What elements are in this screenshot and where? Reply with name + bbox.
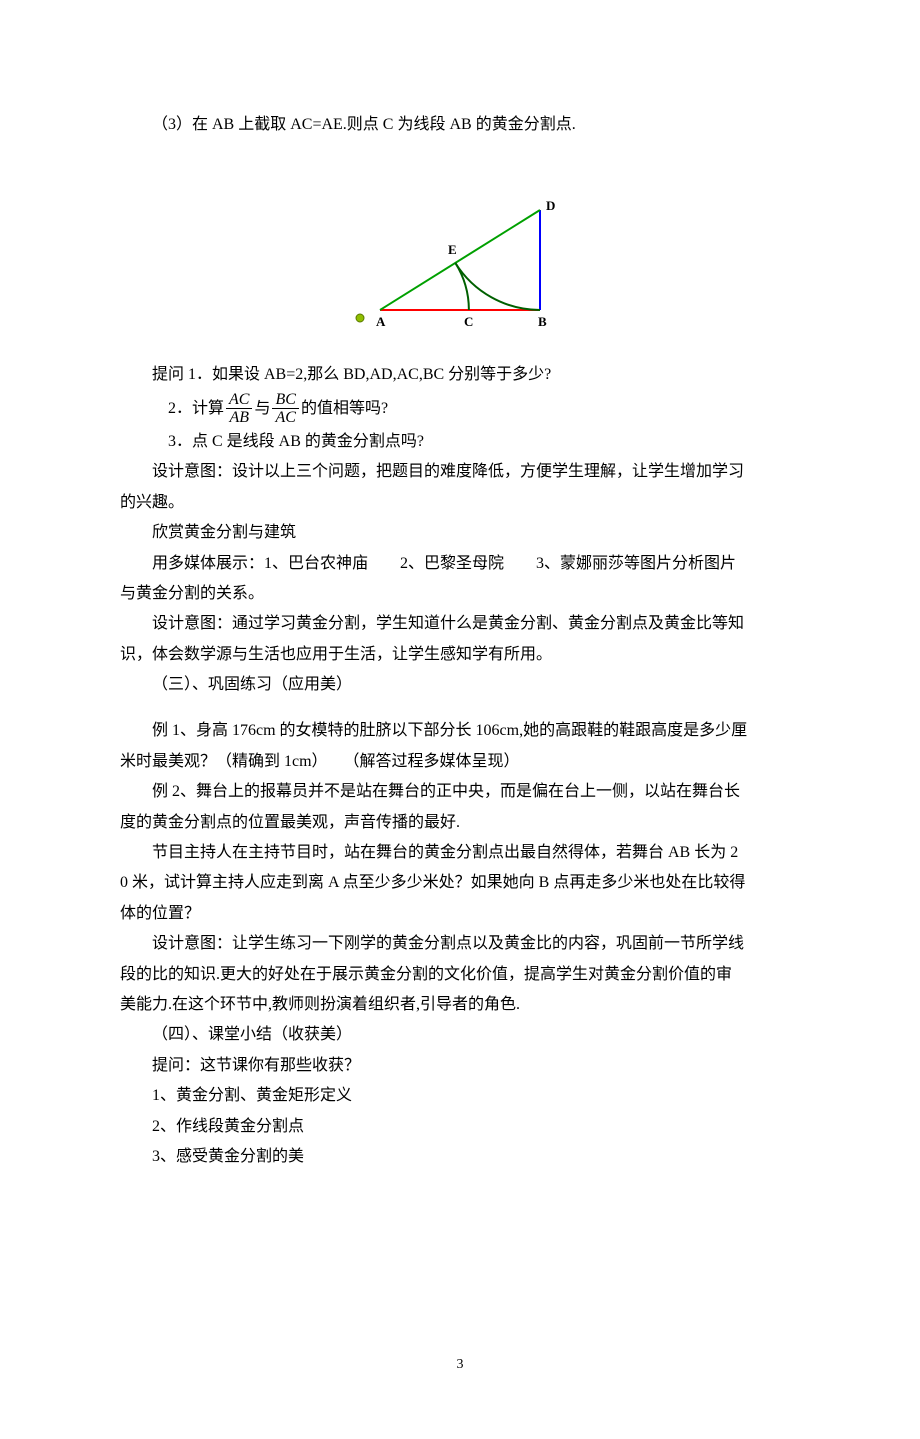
media-line1: 用多媒体展示：1、巴台农神庙 2、巴黎圣母院 3、蒙娜丽莎等图片分析图片 (120, 549, 800, 579)
q2-prefix: 2．计算 (168, 394, 224, 424)
example-2-line1: 例 2、舞台上的报幕员并不是站在舞台的正中央，而是偏在台上一侧，以站在舞台长 (120, 777, 800, 807)
marker-dot (356, 314, 364, 322)
q2-suffix: 的值相等吗? (301, 394, 388, 424)
example-1-line1: 例 1、身高 176cm 的女模特的肚脐以下部分长 106cm,她的高跟鞋的鞋跟… (120, 716, 800, 746)
label-e: E (448, 242, 457, 257)
golden-section-figure: A B C D E (350, 180, 570, 330)
design-intent-3-line2: 段的比的知识.更大的好处在于展示黄金分割的文化价值，提高学生对黄金分割价值的审 (120, 960, 800, 990)
frac2-numerator: BC (272, 391, 298, 410)
document-page: （3）在 AB 上截取 AC=AE.则点 C 为线段 AB 的黄金分割点. A … (0, 0, 920, 1439)
summary-item-1: 1、黄金分割、黄金矩形定义 (120, 1081, 800, 1111)
label-d: D (546, 198, 555, 213)
example-2-line2: 度的黄金分割点的位置最美观，声音传播的最好. (120, 808, 800, 838)
label-c: C (464, 314, 473, 329)
segment-ad (380, 210, 540, 310)
arc-ec (455, 263, 469, 310)
frac2-denominator: AC (272, 409, 298, 427)
label-b: B (538, 314, 547, 329)
fraction-ac-ab: AC AB (226, 391, 252, 427)
example-1-line2: 米时最美观？（精确到 1cm） （解答过程多媒体呈现） (120, 747, 800, 777)
frac1-numerator: AC (226, 391, 252, 410)
summary-item-2: 2、作线段黄金分割点 (120, 1112, 800, 1142)
example-2-line3: 节目主持人在主持节目时，站在舞台的黄金分割点出最自然得体，若舞台 AB 长为 2 (120, 838, 800, 868)
media-line2: 与黄金分割的关系。 (120, 579, 800, 609)
design-intent-3-line1: 设计意图：让学生练习一下刚学的黄金分割点以及黄金比的内容，巩固前一节所学线 (120, 929, 800, 959)
appreciate-heading: 欣赏黄金分割与建筑 (120, 518, 800, 548)
section-4-heading: （四）、课堂小结（收获美） (120, 1020, 800, 1050)
example-2-line5: 体的位置？ (120, 899, 800, 929)
fraction-bc-ac: BC AC (272, 391, 298, 427)
step-3-text: （3）在 AB 上截取 AC=AE.则点 C 为线段 AB 的黄金分割点. (120, 110, 800, 140)
q2-mid: 与 (254, 394, 270, 424)
design-intent-1-line1: 设计意图：设计以上三个问题，把题目的难度降低，方便学生理解，让学生增加学习 (120, 457, 800, 487)
question-3: 3．点 C 是线段 AB 的黄金分割点吗? (120, 427, 800, 457)
design-intent-2-line1: 设计意图：通过学习黄金分割，学生知道什么是黄金分割、黄金分割点及黄金比等知 (120, 609, 800, 639)
summary-item-3: 3、感受黄金分割的美 (120, 1142, 800, 1172)
summary-question: 提问：这节课你有那些收获？ (120, 1051, 800, 1081)
section-3-heading: （三）、巩固练习（应用美） (120, 670, 800, 700)
label-a: A (376, 314, 386, 329)
design-intent-3-line3: 美能力.在这个环节中,教师则扮演着组织者,引导者的角色. (120, 990, 800, 1020)
question-2: 2．计算 AC AB 与 BC AC 的值相等吗? (120, 391, 800, 427)
question-1: 提问 1．如果设 AB=2,那么 BD,AD,AC,BC 分别等于多少? (120, 360, 800, 390)
frac1-denominator: AB (226, 409, 252, 427)
figure-container: A B C D E (120, 180, 800, 330)
design-intent-2-line2: 识，体会数学源与生活也应用于生活，让学生感知学有所用。 (120, 640, 800, 670)
design-intent-1-line2: 的兴趣。 (120, 488, 800, 518)
example-2-line4: 0 米，试计算主持人应走到离 A 点至少多少米处？如果她向 B 点再走多少米也处… (120, 868, 800, 898)
page-number: 3 (120, 1352, 800, 1379)
